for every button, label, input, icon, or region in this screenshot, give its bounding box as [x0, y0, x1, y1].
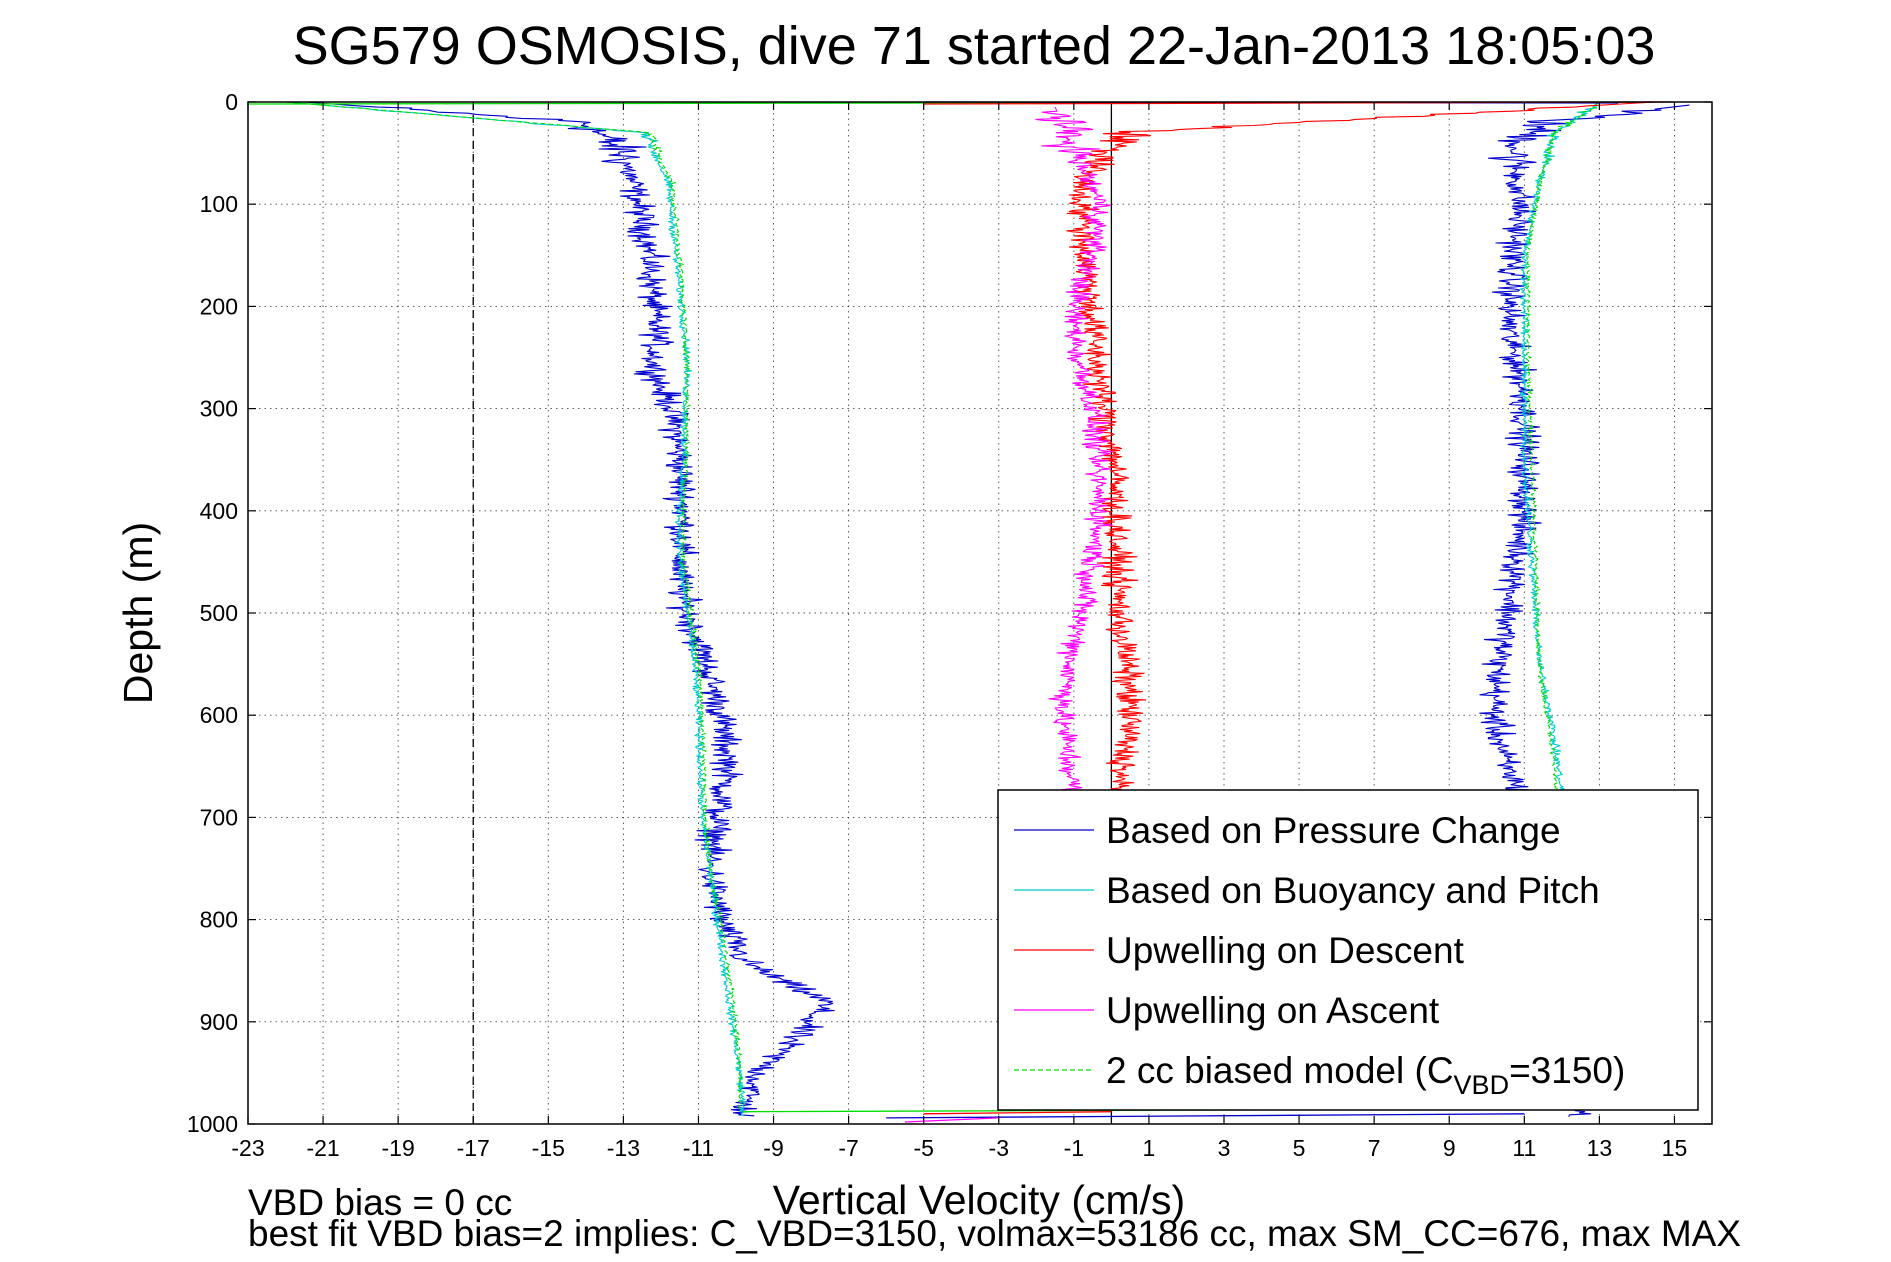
axis-ticks: -23 -21 -19 -17 -15 -13 -11 -9 -7 -5 -3 -1 1 3 5 7 9 11 13…	[187, 89, 1712, 1161]
legend-entry: Based on Pressure Change	[1014, 810, 1561, 851]
legend-entry: Based on Buoyancy and Pitch	[1014, 870, 1600, 911]
legend-label: Upwelling on Ascent	[1106, 990, 1440, 1031]
x-tick-label: -1	[1064, 1135, 1084, 1161]
legend-entry: Upwelling on Descent	[1014, 930, 1465, 971]
x-tick-label: -9	[763, 1135, 783, 1161]
series-line-0	[304, 101, 835, 1117]
legend-label: 2 cc biased model (CVBD=3150)	[1106, 1050, 1625, 1100]
x-tick-label: -19	[382, 1135, 415, 1161]
series-line-2	[285, 101, 746, 1117]
x-tick-label: -7	[838, 1135, 858, 1161]
x-tick-label: -11	[683, 1135, 715, 1161]
series-line-6	[285, 101, 743, 1109]
x-tick-label: 15	[1662, 1135, 1688, 1161]
x-tick-label: -5	[913, 1135, 933, 1161]
x-tick-label: -3	[989, 1135, 1009, 1161]
x-tick-label: 13	[1587, 1135, 1613, 1161]
legend-box	[997, 789, 1699, 1111]
x-tick-label: -21	[306, 1135, 339, 1161]
transition-spike-4	[886, 1113, 1525, 1119]
transition-spike-5	[904, 1117, 999, 1123]
best-fit-note: best fit VBD bias=2 implies: C_VBD=3150,…	[248, 1213, 1741, 1254]
x-tick-label: -17	[457, 1135, 490, 1161]
legend-label: Based on Pressure Change	[1106, 810, 1561, 851]
x-tick-label: 1	[1143, 1135, 1156, 1161]
chart-title: SG579 OSMOSIS, dive 71 started 22-Jan-20…	[293, 16, 1656, 76]
y-tick-label: 100	[200, 191, 238, 217]
y-tick-label: 300	[200, 396, 238, 422]
legend-label: Based on Buoyancy and Pitch	[1106, 870, 1600, 911]
y-tick-label: 800	[200, 907, 238, 933]
transition-spike-6	[923, 1111, 1112, 1115]
x-tick-label: -13	[607, 1135, 640, 1161]
legend-entry: 2 cc biased model (CVBD=3150)	[1014, 1050, 1625, 1100]
y-tick-label: 700	[200, 804, 238, 830]
x-tick-label: 9	[1443, 1135, 1456, 1161]
x-tick-label: 7	[1368, 1135, 1381, 1161]
x-tick-label: 3	[1218, 1135, 1231, 1161]
y-axis-label: Depth (m)	[115, 522, 161, 704]
x-axis-label: Vertical Velocity (cm/s)	[773, 1177, 1185, 1223]
legend: Based on Pressure Change Based on Buoyanc…	[997, 789, 1699, 1111]
x-tick-label: -23	[231, 1135, 264, 1161]
vbd-bias-note: VBD bias = 0 cc	[248, 1182, 512, 1223]
series-line-5	[1035, 106, 1113, 798]
series-line-7	[1524, 101, 1600, 798]
y-tick-label: 600	[200, 702, 238, 728]
y-tick-label: 900	[200, 1009, 238, 1035]
legend-entries: Based on Pressure Change Based on Buoyanc…	[1014, 810, 1625, 1100]
x-tick-label: 5	[1293, 1135, 1306, 1161]
legend-entry: Upwelling on Ascent	[1014, 990, 1440, 1031]
legend-label: Upwelling on Descent	[1106, 930, 1465, 971]
x-tick-label: 11	[1512, 1135, 1536, 1161]
y-tick-label: 200	[200, 293, 238, 319]
y-tick-label: 0	[225, 89, 238, 115]
series-line-4	[1066, 101, 1656, 798]
y-tick-label: 400	[200, 498, 238, 524]
y-tick-label: 1000	[187, 1111, 238, 1137]
y-tick-label: 500	[200, 600, 238, 626]
x-tick-label: -15	[532, 1135, 565, 1161]
